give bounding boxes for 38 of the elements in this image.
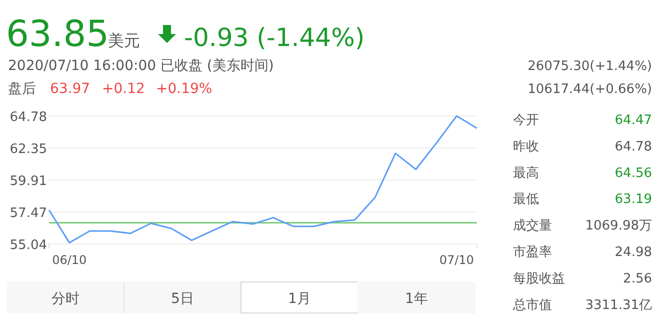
text: -0.93 (-1.44%) xyxy=(184,23,365,52)
text: 63.19 xyxy=(614,192,652,208)
text: 昨收 xyxy=(513,139,539,154)
text: 最高 xyxy=(513,164,539,181)
text: 每股收益 xyxy=(513,271,565,286)
text: 1069.98万 xyxy=(585,218,652,234)
y-tick-label: 64.78 xyxy=(10,110,47,125)
y-tick-label: 55.04 xyxy=(10,238,47,253)
text: 1年 xyxy=(405,291,428,307)
text: 64.56 xyxy=(614,166,652,181)
text: +0.12 xyxy=(102,81,145,97)
y-tick-label: 62.35 xyxy=(10,142,47,157)
text: 成交量 xyxy=(513,218,552,234)
text: 64.47 xyxy=(614,113,652,128)
text: +0.19% xyxy=(156,81,212,97)
text: 26075.30(+1.44%) xyxy=(528,59,652,74)
text: 3311.31亿 xyxy=(585,298,652,313)
y-tick-label: 57.47 xyxy=(10,206,47,222)
text: 5日 xyxy=(171,291,194,307)
x-tick-label: 07/10 xyxy=(439,253,474,267)
text: 64.78 xyxy=(614,139,652,154)
text: 分时 xyxy=(52,291,80,307)
text: 盘后 xyxy=(8,81,36,97)
text: 10617.44(+0.66%) xyxy=(528,82,652,97)
text: 1月 xyxy=(288,291,311,307)
line-series xyxy=(48,115,478,244)
chart-title: 63.85 xyxy=(6,14,110,55)
text: 63.97 xyxy=(50,81,90,97)
chart-subtitle: 2020/07/10 16:00:00 已收盘 (美东时间) xyxy=(8,58,274,74)
text: 24.98 xyxy=(614,245,652,260)
text: 今开 xyxy=(513,113,539,128)
y-tick-label: 59.91 xyxy=(10,174,47,189)
text: 市盈率 xyxy=(513,244,552,260)
text: 美元 xyxy=(108,31,140,50)
text: 最低 xyxy=(513,192,539,208)
text: 总市值 xyxy=(512,298,552,313)
text: 2.56 xyxy=(623,271,652,286)
x-tick-label: 06/10 xyxy=(52,253,87,267)
